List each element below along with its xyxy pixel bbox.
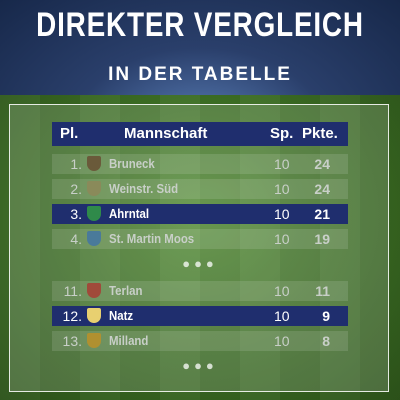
row-points: 19 [314,231,330,247]
row-team: Weinstr. Süd [109,181,179,196]
header-played: Sp. [270,125,294,142]
row-team: Terlan [109,283,143,298]
row-team: Milland [109,333,149,348]
team-crest-icon [87,181,101,196]
row-place: 12. [62,308,82,324]
row-played: 10 [274,231,290,247]
table-row-highlighted: 3. Ahrntal 10 21 [52,204,348,224]
row-points: 24 [314,181,330,197]
row-place: 4. [70,231,82,247]
ellipsis-dots-icon: ●●● [182,358,218,373]
row-points: 21 [314,206,330,222]
table-row: 2. Weinstr. Süd 10 24 [52,179,348,199]
row-played: 10 [274,181,290,197]
table-row-highlighted: 12. Natz 10 9 [52,306,348,326]
row-team: Ahrntal [109,206,150,221]
table-row: 13. Milland 10 8 [52,331,348,351]
team-crest-icon [87,206,101,221]
header-team: Mannschaft [124,125,208,142]
team-crest-icon [87,231,101,246]
row-place: 13. [62,333,82,349]
row-team: Bruneck [109,156,155,171]
table-panel [9,104,389,392]
row-place: 2. [70,181,82,197]
row-place: 11. [63,283,82,299]
row-played: 10 [274,206,290,222]
table-row: 11. Terlan 10 11 [52,281,348,301]
page-subtitle: IN DER TABELLE [108,64,292,85]
row-team: Natz [109,308,134,323]
table-row: 4. St. Martin Moos 10 19 [52,229,348,249]
row-points: 8 [322,333,330,349]
team-crest-icon [87,333,101,348]
stadium-background [0,0,400,110]
row-played: 10 [274,333,290,349]
header-points: Pkte. [302,125,338,142]
row-played: 10 [274,308,290,324]
row-points: 24 [314,156,330,172]
row-place: 3. [70,206,82,222]
table-row: 1. Bruneck 10 24 [52,154,348,174]
team-crest-icon [87,308,101,323]
team-crest-icon [87,283,101,298]
row-place: 1. [70,156,82,172]
row-team: St. Martin Moos [109,231,195,246]
ellipsis-dots-icon: ●●● [182,256,218,271]
header-place: Pl. [60,125,79,142]
row-played: 10 [274,283,290,299]
row-points: 11 [315,283,330,299]
page-title: DIREKTER VERGLEICH [36,6,364,44]
row-points: 9 [322,308,330,324]
table-header: Pl. Mannschaft Sp. Pkte. [52,122,348,146]
row-played: 10 [274,156,290,172]
team-crest-icon [87,156,101,171]
